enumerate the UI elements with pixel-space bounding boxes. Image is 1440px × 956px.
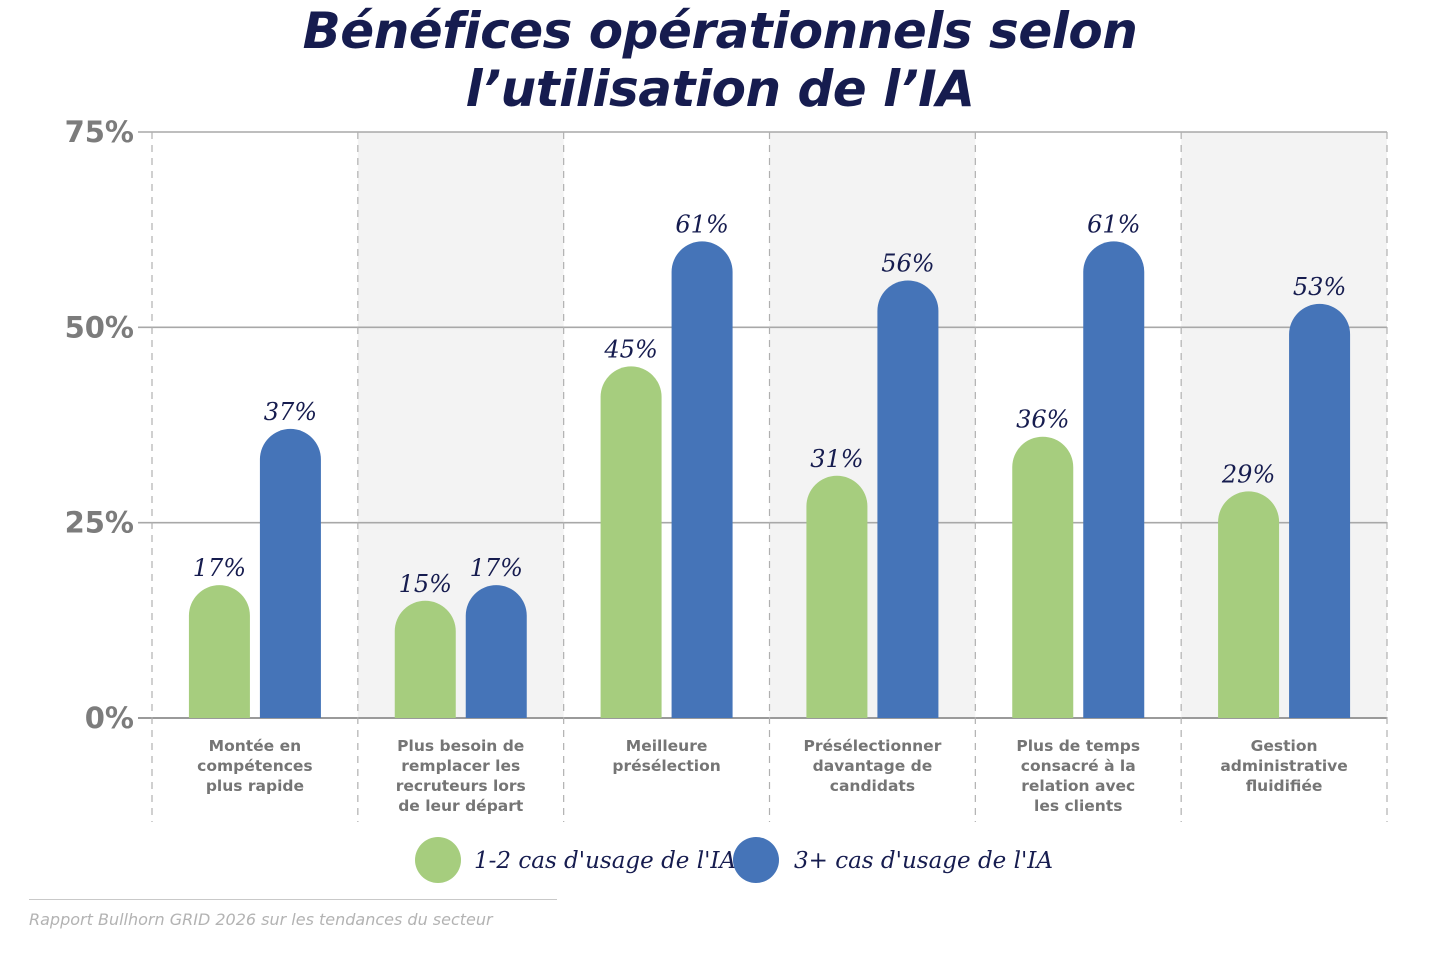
bar-series-1 — [188, 585, 250, 718]
y-tick-label: 75% — [65, 115, 134, 149]
y-axis-ticks: 0% 25% 50% 75% — [65, 115, 134, 735]
legend-series-1-swatch — [415, 837, 461, 883]
legend-series-2-label: 3+ cas d'usage de l'IA — [794, 848, 1053, 874]
bar-series-1 — [806, 475, 868, 718]
category-label: Présélectionner davantage de candidats — [803, 737, 941, 795]
bar-series-2 — [1083, 241, 1145, 718]
bar-series-2 — [259, 428, 321, 718]
category-label: Montée en compétences plus rapide — [197, 737, 312, 795]
bar-series-2 — [1289, 303, 1351, 718]
category-labels: Montée en compétences plus rapide Plus beso… — [197, 737, 1348, 815]
category-label: Plus besoin de remplacer les recruteurs lo… — [396, 737, 526, 815]
source-divider — [29, 899, 557, 900]
data-label: 37% — [264, 398, 317, 426]
bar-series-1 — [1012, 436, 1074, 718]
data-label: 61% — [675, 210, 728, 238]
category-band — [357, 132, 564, 718]
source-note: Rapport Bullhorn GRID 2026 sur les tenda… — [29, 910, 493, 929]
gridlines — [138, 131, 1387, 719]
category-label: Plus de temps consacré à la relation avec l… — [1016, 737, 1140, 815]
y-tick-label: 25% — [65, 506, 134, 540]
data-label: 15% — [399, 570, 452, 598]
bar-series-1 — [1218, 491, 1280, 718]
chart-title-line-1: Bénéfices opérationnels selon — [302, 2, 1138, 60]
data-label: 53% — [1293, 273, 1346, 301]
data-label: 17% — [470, 554, 523, 582]
bars — [188, 241, 1351, 718]
data-label: 17% — [193, 554, 246, 582]
category-label: Meilleure présélection — [612, 737, 720, 775]
data-label: 36% — [1016, 406, 1069, 434]
data-label: 56% — [881, 249, 934, 277]
category-label: Gestion administrative fluidifiée — [1220, 737, 1347, 795]
bar-series-1 — [600, 366, 662, 718]
category-band — [769, 132, 976, 718]
category-dividers — [151, 132, 1388, 822]
y-tick-label: 0% — [85, 701, 134, 735]
chart-title: Bénéfices opérationnels selon l’utilisat… — [0, 2, 1440, 118]
data-label: 31% — [810, 445, 863, 473]
data-label: 45% — [603, 335, 657, 363]
bar-series-2 — [465, 585, 527, 718]
category-band — [1181, 132, 1387, 718]
bar-series-1 — [394, 600, 456, 718]
y-tick-label: 50% — [65, 310, 134, 344]
legend: 1-2 cas d'usage de l'IA 3+ cas d'usage de… — [415, 837, 1053, 883]
chart-title-line-2: l’utilisation de l’IA — [465, 60, 975, 118]
data-labels: 17% 37% 15% 17% 45% 61% 31% 56% 36% 61% 29% 53% — [193, 210, 1347, 597]
bar-series-2 — [671, 241, 733, 718]
legend-series-1-label: 1-2 cas d'usage de l'IA — [474, 848, 736, 874]
category-bands — [357, 132, 1387, 718]
data-label: 61% — [1087, 210, 1140, 238]
data-label: 29% — [1221, 460, 1275, 488]
legend-series-2-swatch — [733, 837, 779, 883]
bar-series-2 — [877, 280, 939, 718]
